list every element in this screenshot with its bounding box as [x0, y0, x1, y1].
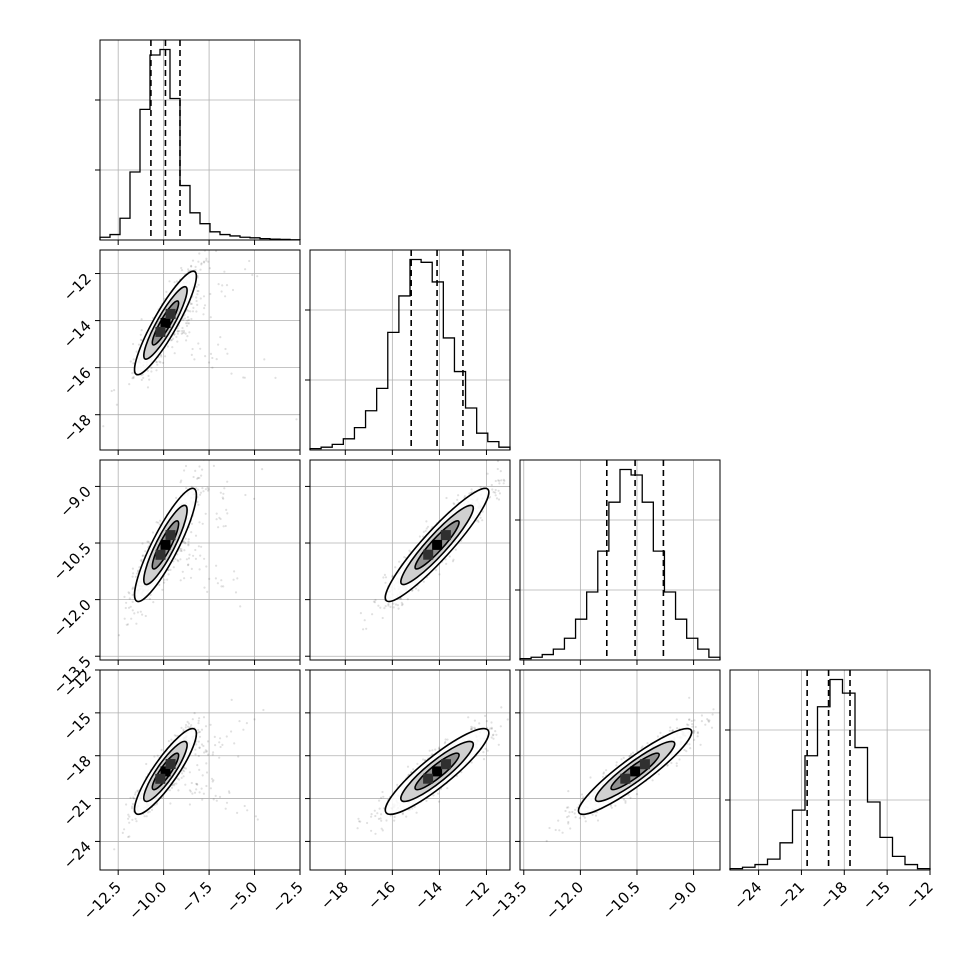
density-peak — [155, 549, 166, 560]
y-tick-label: −21 — [60, 795, 95, 830]
panel-frame — [519, 669, 721, 871]
histogram-step — [729, 678, 931, 870]
x-tick-label: −7.5 — [177, 878, 215, 916]
panel-frame — [99, 249, 301, 451]
x-tick-label: −13.5 — [485, 878, 530, 923]
panel-frame — [519, 459, 721, 661]
x-tick-label: −10.0 — [125, 878, 170, 923]
panel-frame — [309, 669, 511, 871]
density-peak — [639, 759, 650, 770]
panel-frame — [309, 249, 511, 451]
density-peak — [155, 326, 166, 337]
density-peak — [440, 530, 451, 541]
scatter-panel-2-3 — [305, 459, 511, 665]
density-peak — [165, 530, 176, 541]
scatter-panel-1-2: −12 −14 −16 −18 — [60, 249, 301, 455]
y-tick-label: −12.0 — [50, 596, 95, 641]
histogram-step — [309, 258, 511, 450]
x-tick-label: −18 — [816, 878, 851, 913]
x-tick-label: −12.5 — [80, 878, 125, 923]
panel-frame — [99, 459, 301, 661]
histogram-panel-1 — [95, 39, 301, 245]
density-peak — [165, 759, 176, 769]
x-tick-label: −10.5 — [599, 878, 644, 923]
x-tick-label: −15 — [859, 878, 894, 913]
density-peak — [432, 539, 443, 550]
density-peak — [441, 759, 451, 770]
scatter-panel-1-3: −9.0−10.5−12.0−13.5 — [50, 459, 301, 698]
density-peak — [432, 766, 443, 777]
density-peak — [165, 308, 176, 319]
x-tick-label: −12 — [902, 878, 937, 913]
x-tick-label: −5.0 — [223, 878, 261, 916]
density-peak — [423, 549, 434, 560]
density-peak — [630, 766, 641, 777]
density-peak — [160, 766, 171, 777]
scatter-points — [113, 698, 265, 851]
y-tick-label: −12 — [60, 270, 95, 305]
scatter-points — [102, 250, 298, 428]
y-tick-label: −16 — [60, 364, 95, 399]
x-tick-label: −14 — [411, 878, 446, 913]
histogram-step — [99, 48, 301, 241]
panel-frame — [99, 669, 301, 871]
y-tick-label: −15 — [60, 709, 95, 744]
y-tick-label: −14 — [60, 317, 95, 352]
density-peak — [160, 317, 171, 328]
x-tick-label: −24 — [730, 878, 765, 913]
scatter-panel-2-4: −18 −16 −14 −12 — [305, 669, 511, 913]
y-tick-label: −18 — [60, 411, 95, 446]
density-peak — [155, 773, 166, 784]
histogram-step — [519, 468, 721, 660]
density-peak — [160, 539, 171, 550]
y-tick-label: −18 — [60, 752, 95, 787]
panel-frame — [729, 669, 931, 871]
x-tick-label: −12.0 — [542, 878, 587, 923]
density-peak — [423, 773, 434, 784]
scatter-points — [117, 460, 264, 637]
y-tick-label: −10.5 — [50, 539, 95, 584]
panel-frame — [99, 39, 301, 241]
y-tick-label: −9.0 — [56, 483, 94, 521]
histogram-panel-3 — [515, 459, 721, 665]
scatter-panel-1-4: −12−15−18−21−24−12.5 −10.0 −7.5 −5.0 −2.5 — [60, 666, 307, 923]
panel-frame — [309, 459, 511, 661]
histogram-panel-4: −24 −21 −18 −15 −12 — [725, 669, 937, 913]
x-tick-label: −9.0 — [662, 878, 700, 916]
x-tick-label: −16 — [364, 878, 399, 913]
x-tick-label: −2.5 — [268, 878, 306, 916]
density-peak — [620, 773, 631, 784]
y-tick-label: −24 — [60, 838, 95, 873]
histogram-panel-2 — [305, 249, 511, 455]
x-tick-label: −21 — [773, 878, 808, 913]
x-tick-label: −18 — [317, 878, 352, 913]
scatter-panel-3-4: −13.5 −12.0 −10.5 −9.0 — [485, 669, 721, 923]
